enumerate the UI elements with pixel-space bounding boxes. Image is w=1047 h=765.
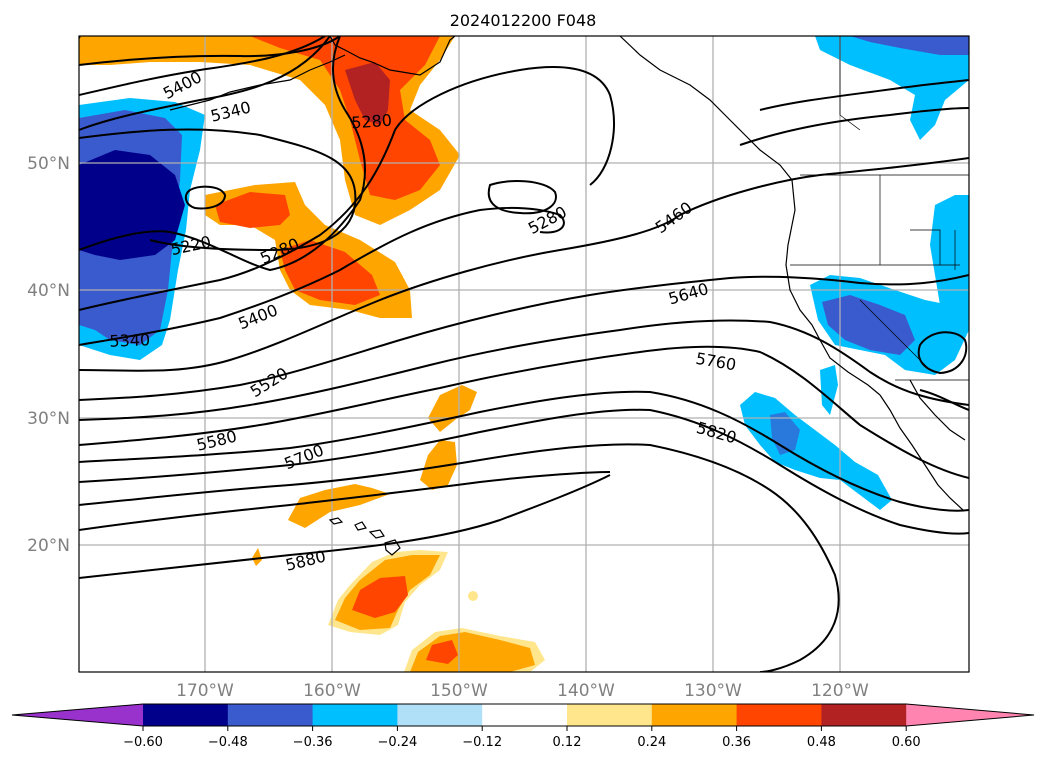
lon-label: 170°W: [176, 681, 234, 701]
lon-label: 140°W: [557, 681, 615, 701]
map-area: 5400 5340 5280 5220 5280 5400 5340 5280 …: [79, 36, 969, 672]
coastlines: [169, 36, 966, 556]
map-title: 2024012200 F048: [450, 11, 597, 30]
colorbar-tick-label: 0.60: [892, 735, 921, 750]
negative-anomaly-northeast: [815, 36, 969, 140]
latitude-labels: 50°N 40°N 30°N 20°N: [27, 154, 70, 556]
lat-label: 30°N: [27, 409, 70, 429]
colorbar-bin: [312, 704, 398, 726]
colorbar-tick-label: 0.24: [637, 735, 666, 750]
height-contours: [79, 36, 969, 672]
lon-label: 150°W: [430, 681, 488, 701]
lat-label: 20°N: [27, 536, 70, 556]
lat-label: 40°N: [27, 281, 70, 301]
longitude-labels: 170°W 160°W 150°W 140°W 130°W 120°W: [176, 681, 869, 701]
contour-label: 5280: [351, 111, 393, 133]
lon-label: 130°W: [684, 681, 742, 701]
colorbar-bin: [651, 704, 738, 726]
political-borders: [790, 36, 969, 381]
colorbar-tick-label: −0.12: [462, 735, 502, 750]
colorbar-tick-label: −0.36: [293, 735, 333, 750]
colorbar-bin: [143, 704, 229, 726]
colorbar-extend-high: [906, 704, 1034, 726]
colorbar-tick-label: −0.48: [208, 735, 248, 750]
colorbar-bin: [227, 704, 314, 726]
map-frame: [78, 35, 970, 673]
colorbar-bin: [736, 704, 822, 726]
lat-label: 50°N: [27, 154, 70, 174]
colorbar-bin: [567, 704, 653, 726]
colorbar-bin: [482, 704, 568, 726]
colorbar-tick-label: −0.60: [123, 735, 163, 750]
colorbar-tick-label: 0.48: [807, 735, 836, 750]
colorbar: −0.60 −0.48 −0.36 −0.24 −0.12 0.12 0.24 0.36 0.4…: [11, 703, 1035, 750]
lon-label: 120°W: [811, 681, 869, 701]
colorbar-tick-label: −0.24: [377, 735, 417, 750]
contour-label: 5340: [109, 330, 150, 350]
colorbar-extend-low: [12, 704, 143, 726]
lon-label: 160°W: [303, 681, 361, 701]
colorbar-bin: [821, 704, 907, 726]
colorbar-tick-label: 0.36: [722, 735, 751, 750]
colorbar-bin: [397, 704, 483, 726]
colorbar-tick-label: 0.12: [553, 735, 582, 750]
